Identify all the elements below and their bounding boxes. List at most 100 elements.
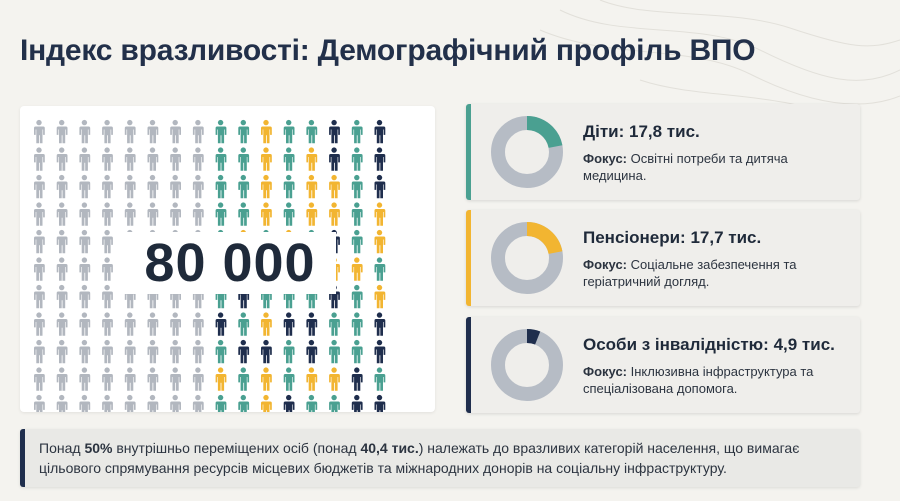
person-icon bbox=[56, 229, 68, 254]
person-icon bbox=[34, 229, 45, 254]
person-icon bbox=[238, 339, 250, 364]
person-icon bbox=[351, 229, 363, 254]
person-icon bbox=[79, 257, 91, 281]
card-title: Пенсіонери: 17,7 тис. bbox=[583, 228, 762, 247]
card-title: Особи з інвалідністю: 4,9 тис. bbox=[583, 335, 835, 354]
person-icon bbox=[56, 257, 68, 281]
person-icon bbox=[147, 202, 159, 226]
person-icon bbox=[124, 147, 136, 171]
population-icon-grid: 80 000 bbox=[20, 106, 435, 412]
person-icon bbox=[329, 394, 340, 412]
person-icon bbox=[215, 147, 227, 171]
summary-note: Понад 50% внутрішньо переміщених осіб (п… bbox=[20, 429, 860, 487]
person-icon bbox=[79, 147, 91, 171]
person-icon bbox=[147, 312, 159, 336]
person-icon bbox=[56, 367, 68, 391]
person-icon bbox=[147, 147, 159, 171]
person-icon bbox=[351, 174, 363, 199]
person-icon bbox=[147, 174, 159, 199]
person-icon bbox=[34, 339, 45, 364]
card-focus: Фокус: Соціальне забезпечення та геріатр… bbox=[583, 256, 853, 290]
person-icon bbox=[147, 394, 159, 412]
person-icon bbox=[124, 202, 136, 226]
person-icon bbox=[215, 119, 227, 144]
person-icon bbox=[374, 284, 386, 309]
person-icon bbox=[170, 367, 181, 391]
person-icon bbox=[215, 339, 227, 364]
person-icon bbox=[238, 119, 250, 144]
person-icon bbox=[329, 312, 340, 336]
donut-chart-icon bbox=[491, 222, 563, 294]
person-icon bbox=[215, 312, 227, 336]
person-icon bbox=[56, 174, 68, 199]
person-icon bbox=[102, 339, 113, 364]
person-icon bbox=[34, 284, 45, 309]
total-count: 80 000 bbox=[124, 232, 336, 294]
person-icon bbox=[79, 202, 91, 226]
person-icon bbox=[34, 257, 45, 281]
person-icon bbox=[283, 339, 295, 364]
page-title: Індекс вразливості: Демографічний профіл… bbox=[20, 34, 756, 67]
person-icon bbox=[351, 284, 363, 309]
person-icon bbox=[261, 174, 272, 199]
person-icon bbox=[79, 119, 91, 144]
person-icon bbox=[192, 312, 204, 336]
person-icon bbox=[261, 119, 272, 144]
person-icon bbox=[261, 147, 272, 171]
card-disabled-persons: Особи з інвалідністю: 4,9 тис. Фокус: Ін… bbox=[466, 317, 860, 413]
person-icon bbox=[170, 339, 181, 364]
person-icon bbox=[329, 367, 340, 391]
person-icon bbox=[283, 367, 295, 391]
person-icon bbox=[306, 339, 318, 364]
person-icon bbox=[124, 394, 136, 412]
focus-label: Фокус: bbox=[583, 364, 628, 379]
person-icon bbox=[329, 174, 340, 199]
focus-text: Інклюзивна інфраструктура та спеціалізов… bbox=[583, 364, 814, 396]
person-icon bbox=[306, 174, 318, 199]
person-icon bbox=[374, 202, 386, 226]
person-icon bbox=[79, 284, 91, 309]
person-icon bbox=[374, 174, 386, 199]
person-icon bbox=[329, 147, 340, 171]
person-icon bbox=[170, 174, 181, 199]
person-icon bbox=[56, 339, 68, 364]
person-icon bbox=[192, 119, 204, 144]
donut-track bbox=[491, 329, 563, 401]
donut-chart-icon bbox=[491, 329, 563, 401]
person-icon bbox=[374, 394, 386, 412]
person-icon bbox=[102, 257, 113, 281]
person-icon bbox=[351, 257, 363, 281]
person-icon bbox=[102, 147, 113, 171]
person-icon bbox=[351, 339, 363, 364]
person-icon bbox=[34, 147, 45, 171]
person-icon bbox=[79, 367, 91, 391]
person-icon bbox=[34, 119, 45, 144]
person-icon bbox=[351, 312, 363, 336]
person-icon bbox=[261, 339, 272, 364]
person-icon bbox=[374, 229, 386, 254]
person-icon bbox=[56, 284, 68, 309]
person-icon bbox=[192, 202, 204, 226]
person-icon bbox=[306, 312, 318, 336]
person-icon bbox=[124, 339, 136, 364]
person-icon bbox=[374, 312, 386, 336]
person-icon bbox=[374, 147, 386, 171]
person-icon bbox=[34, 312, 45, 336]
person-icon bbox=[147, 367, 159, 391]
person-icon bbox=[192, 367, 204, 391]
person-icon bbox=[283, 174, 295, 199]
person-icon bbox=[283, 312, 295, 336]
donut-segment bbox=[526, 329, 541, 345]
donut-segment bbox=[526, 222, 563, 255]
person-icon bbox=[215, 174, 227, 199]
person-icon bbox=[238, 202, 250, 226]
card-children: Діти: 17,8 тис. Фокус: Освітні потреби т… bbox=[466, 104, 860, 200]
person-icon bbox=[192, 147, 204, 171]
person-icon bbox=[102, 394, 113, 412]
person-icon bbox=[56, 394, 68, 412]
person-icon bbox=[170, 119, 181, 144]
person-icon bbox=[215, 394, 227, 412]
person-icon bbox=[34, 174, 45, 199]
person-icon bbox=[34, 367, 45, 391]
person-icon bbox=[306, 367, 318, 391]
